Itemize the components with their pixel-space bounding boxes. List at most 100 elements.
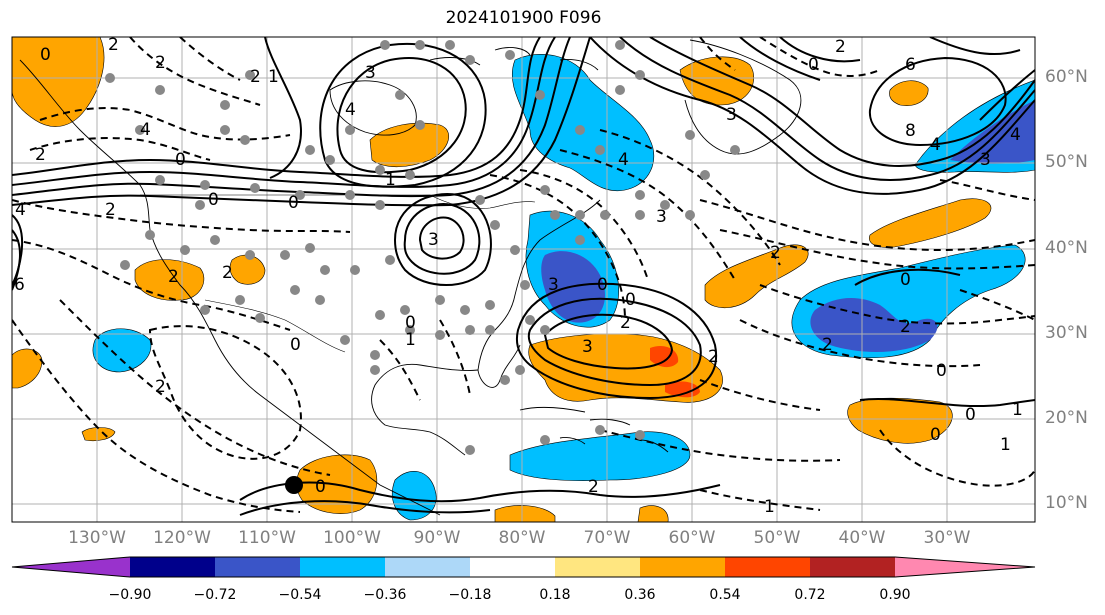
- contour-label: 3: [980, 150, 991, 170]
- contour-solid: [319, 42, 487, 188]
- north-america-west-coast: [19, 59, 441, 516]
- contour-label: 1: [1012, 400, 1023, 420]
- contour-label: 2: [900, 317, 911, 337]
- coastline-layer: [19, 39, 802, 516]
- contour-dashed: [599, 129, 781, 266]
- colorbar-tick-label: 0.54: [709, 587, 741, 603]
- lon-tick-label: 30°W: [923, 528, 971, 548]
- contour-solid: [868, 56, 1007, 147]
- greenland-coast: [684, 39, 802, 155]
- contour-dashed: [599, 429, 841, 462]
- contour-label: 0: [315, 477, 326, 497]
- lat-tick-label: 10°N: [1045, 493, 1088, 513]
- colorbar-bin: [470, 557, 555, 577]
- colorbar-tick-label: −0.36: [363, 587, 407, 603]
- lon-tick-label: 40°W: [838, 528, 886, 548]
- contour-label: 0: [808, 55, 819, 75]
- contour-solid: [239, 500, 491, 516]
- contour-label: 4: [345, 100, 356, 120]
- contour-label: 3: [365, 63, 376, 83]
- colorbar: [11, 556, 1036, 578]
- contour-label: 3: [656, 207, 667, 227]
- colorbar-tick-label: 0.18: [539, 587, 571, 603]
- contour-solid: [739, 37, 1035, 121]
- lon-tick-label: 120°W: [153, 528, 211, 548]
- lat-tick-label: 60°N: [1045, 67, 1088, 87]
- contour-label: 0: [208, 190, 219, 210]
- contour-label: 1: [764, 497, 775, 517]
- colorbar-tick-label: −0.18: [448, 587, 492, 603]
- caribbean-islands: [519, 406, 669, 453]
- contour-label: 2: [770, 243, 781, 263]
- contour-label: 3: [428, 230, 439, 250]
- lon-tick-label: 110°W: [238, 528, 296, 548]
- contour-label: 0: [288, 193, 299, 213]
- negative-area-canada-east: [511, 54, 655, 192]
- colorbar-bin: [810, 557, 895, 577]
- contour-solid: [336, 57, 467, 174]
- contour-label: 2: [708, 347, 719, 367]
- contour-solid: [12, 214, 24, 286]
- colorbar-tick-label: 0.72: [794, 587, 826, 603]
- map-panel: 2 2 4 3 4 0 2 0 2 0 4 2 2 2 6 3 0 0 0 3 …: [12, 35, 1035, 522]
- contour-label: 3: [582, 337, 593, 357]
- positive-area-east-atlantic-south: [847, 397, 953, 444]
- contour-solid: [589, 37, 1035, 195]
- contour-label: 0: [900, 270, 911, 290]
- strong-positive-subtropical-atlantic: [650, 345, 700, 398]
- contour-dashed: [179, 37, 241, 81]
- contour-dashed: [699, 199, 1035, 252]
- contour-dashed: [12, 239, 291, 331]
- colorbar-bin: [725, 557, 810, 577]
- lon-tick-label: 80°W: [498, 528, 546, 548]
- contour-label: 1: [385, 170, 396, 190]
- contour-solid: [649, 37, 1035, 167]
- colorbar-tick-label: −0.54: [278, 587, 322, 603]
- positive-area-southwest-us: [134, 259, 205, 301]
- contour-dashed: [559, 149, 736, 281]
- map-frame: [11, 36, 1036, 523]
- contour-layer-dashed: [12, 37, 1035, 513]
- contour-solid: [779, 37, 1021, 63]
- positive-area-pacific-small: [81, 427, 116, 442]
- contour-solid: [515, 282, 718, 400]
- contour-label: 4: [140, 120, 151, 140]
- contour-layer: [12, 37, 1035, 516]
- contour-dashed: [699, 379, 821, 411]
- colorbar-over-arrow: [895, 557, 1035, 577]
- contour-label: 0: [290, 335, 301, 355]
- contour-dashed: [959, 289, 1035, 321]
- gulf-coast: [371, 363, 479, 456]
- contour-solid: [12, 37, 591, 207]
- contour-dashed: [879, 429, 1035, 487]
- contour-label: 1: [268, 67, 279, 87]
- contour-label: 2: [222, 263, 233, 283]
- colorbar-tick-label: 0.36: [624, 587, 656, 603]
- contour-label: 2: [105, 200, 116, 220]
- contour-solid: [854, 268, 1035, 408]
- positive-area-greenland: [889, 80, 929, 106]
- negative-area-pacific: [92, 328, 152, 373]
- contour-label: 6: [905, 55, 916, 75]
- contour-label: 3: [548, 275, 559, 295]
- contour-label: 2: [108, 35, 119, 55]
- colorbar-tick-label: −0.72: [193, 587, 237, 603]
- contour-label: 2: [155, 377, 166, 397]
- lon-tick-label: 130°W: [68, 528, 126, 548]
- colorbar-bin: [300, 557, 385, 577]
- contour-label: 6: [14, 275, 25, 295]
- contour-low-center: [418, 216, 465, 260]
- lon-tick-label: 90°W: [413, 528, 461, 548]
- contour-label: 0: [597, 275, 608, 295]
- positive-area-hudson: [369, 122, 449, 168]
- positive-area-mid-atlantic: [704, 244, 809, 308]
- lat-tick-label: 20°N: [1045, 408, 1088, 428]
- lon-tick-label: 60°W: [668, 528, 716, 548]
- contour-solid: [12, 37, 571, 198]
- contour-low-ring: [403, 203, 481, 275]
- contour-solid: [239, 481, 721, 503]
- contour-label-layer: 2 2 4 3 4 0 2 0 2 0 4 2 2 2 6 3 0 0 0 3 …: [14, 35, 1023, 517]
- positive-area-south-edge: [494, 505, 669, 522]
- shaded-field-layer: [12, 37, 1035, 522]
- contour-solid: [543, 313, 674, 370]
